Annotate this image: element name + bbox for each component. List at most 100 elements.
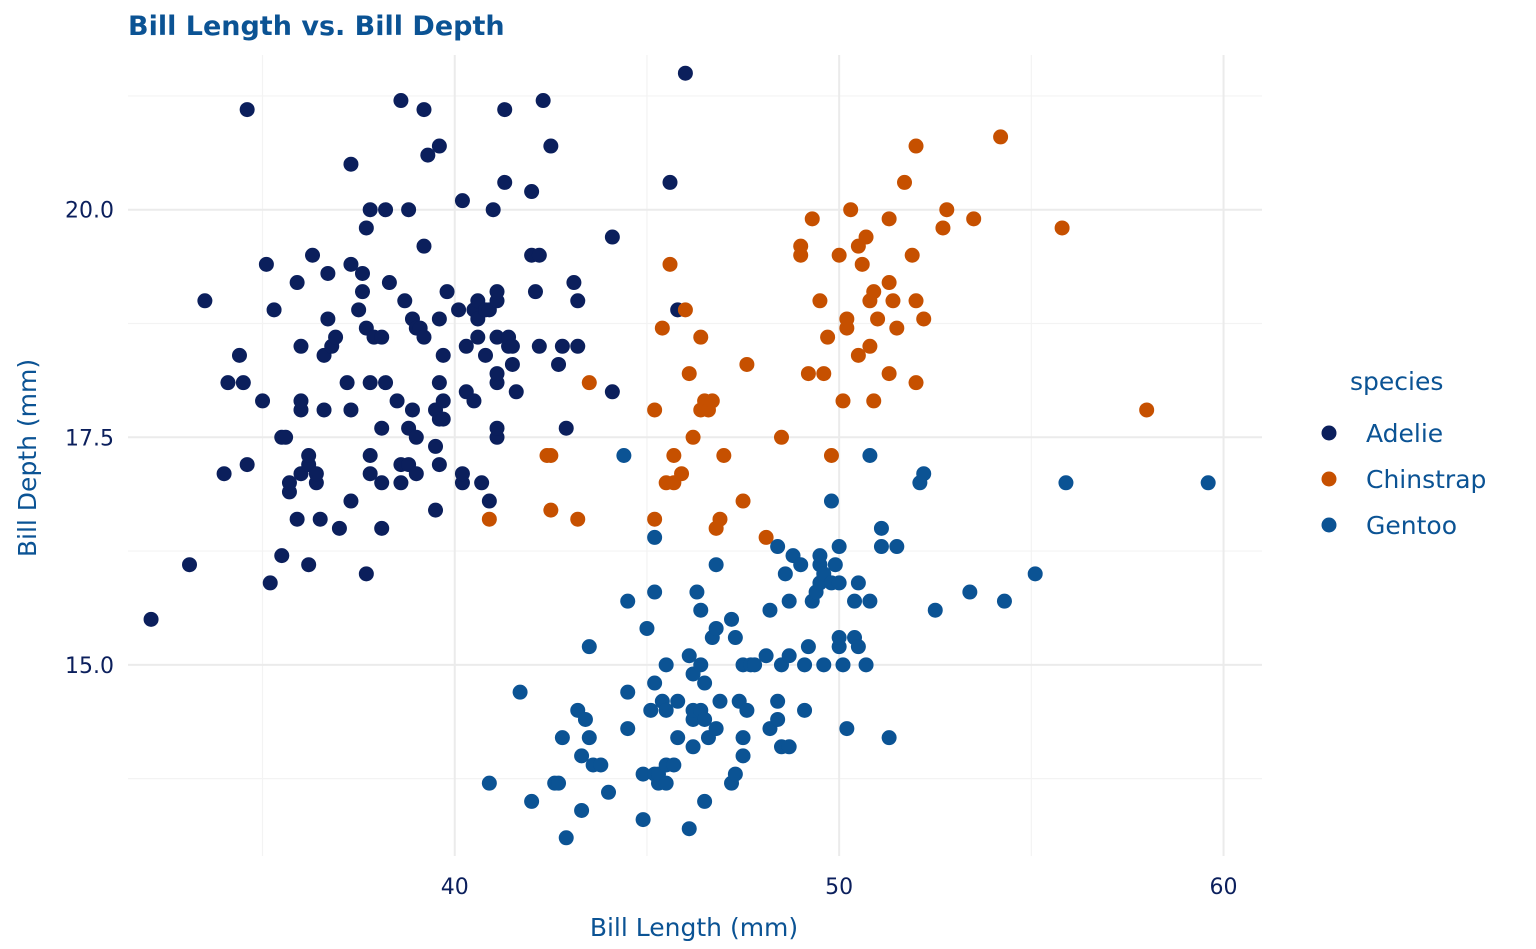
data-point-adelie xyxy=(604,384,620,400)
y-tick-label: 15.0 xyxy=(65,654,114,679)
data-point-adelie xyxy=(416,329,432,345)
legend-key-adelie xyxy=(1321,425,1337,441)
data-point-chinstrap xyxy=(716,448,732,463)
data-point-adelie xyxy=(293,393,309,409)
data-point-adelie xyxy=(312,511,328,527)
data-point-gentoo xyxy=(839,721,855,737)
data-point-gentoo xyxy=(658,775,674,791)
data-point-gentoo xyxy=(781,593,797,609)
data-point-adelie xyxy=(343,402,359,418)
data-point-adelie xyxy=(454,193,470,209)
data-point-adelie xyxy=(354,265,370,281)
data-point-adelie xyxy=(354,284,370,300)
data-point-adelie xyxy=(331,520,347,536)
data-point-gentoo xyxy=(693,602,709,618)
data-point-gentoo xyxy=(670,730,686,746)
data-point-gentoo xyxy=(524,793,540,809)
data-point-gentoo xyxy=(639,620,655,636)
data-point-chinstrap xyxy=(693,329,709,345)
legend-entries: Adelie Chinstrap Gentoo xyxy=(1321,419,1486,540)
data-point-gentoo xyxy=(847,593,863,609)
data-point-chinstrap xyxy=(820,329,836,345)
data-point-chinstrap xyxy=(685,429,701,445)
data-point-adelie xyxy=(262,575,278,591)
data-point-adelie xyxy=(374,520,390,536)
data-point-gentoo xyxy=(962,584,978,600)
data-point-gentoo xyxy=(862,593,878,609)
data-point-gentoo xyxy=(858,657,874,673)
data-point-adelie xyxy=(531,247,547,263)
data-point-chinstrap xyxy=(993,129,1009,145)
data-point-adelie xyxy=(239,457,255,473)
data-point-chinstrap xyxy=(935,220,951,236)
data-point-adelie xyxy=(416,102,432,118)
y-tick-label: 20.0 xyxy=(65,199,114,224)
data-point-adelie xyxy=(274,548,290,564)
data-point-chinstrap xyxy=(966,211,982,227)
data-point-adelie xyxy=(343,256,359,272)
data-point-adelie xyxy=(378,375,394,391)
data-point-chinstrap xyxy=(881,275,897,291)
data-point-chinstrap xyxy=(681,366,697,382)
data-point-gentoo xyxy=(835,657,851,673)
data-point-gentoo xyxy=(681,648,697,664)
legend-label-gentoo: Gentoo xyxy=(1366,511,1457,540)
data-point-gentoo xyxy=(739,702,755,718)
data-point-chinstrap xyxy=(793,238,809,254)
data-point-gentoo xyxy=(1200,475,1216,491)
data-point-gentoo xyxy=(670,693,686,709)
data-point-gentoo xyxy=(827,557,843,573)
data-point-adelie xyxy=(143,611,159,627)
data-point-adelie xyxy=(524,184,540,200)
data-point-adelie xyxy=(362,202,378,218)
data-point-chinstrap xyxy=(889,320,905,336)
data-point-adelie xyxy=(466,393,482,409)
data-point-adelie xyxy=(431,375,447,391)
data-point-gentoo xyxy=(770,711,786,727)
data-point-adelie xyxy=(362,375,378,391)
data-point-adelie xyxy=(554,338,570,354)
data-point-gentoo xyxy=(620,593,636,609)
data-point-adelie xyxy=(451,302,467,318)
data-point-gentoo xyxy=(658,702,674,718)
data-point-gentoo xyxy=(697,711,713,727)
data-point-adelie xyxy=(362,466,378,482)
data-point-adelie xyxy=(408,429,424,445)
data-point-adelie xyxy=(481,493,497,509)
data-point-gentoo xyxy=(577,711,593,727)
data-point-adelie xyxy=(320,311,336,327)
data-point-adelie xyxy=(235,375,251,391)
data-point-adelie xyxy=(293,338,309,354)
data-point-gentoo xyxy=(620,721,636,737)
data-point-gentoo xyxy=(831,575,847,591)
data-point-adelie xyxy=(677,65,693,81)
data-point-gentoo xyxy=(758,648,774,664)
data-point-adelie xyxy=(308,466,324,482)
data-point-chinstrap xyxy=(823,448,839,463)
data-point-gentoo xyxy=(693,657,709,673)
data-point-gentoo xyxy=(816,657,832,673)
data-point-adelie xyxy=(570,293,586,309)
data-point-gentoo xyxy=(881,730,897,746)
data-point-gentoo xyxy=(781,739,797,755)
data-point-adelie xyxy=(558,420,574,436)
data-point-chinstrap xyxy=(543,502,559,518)
data-point-gentoo xyxy=(850,639,866,655)
data-point-gentoo xyxy=(916,466,932,482)
data-point-chinstrap xyxy=(1054,220,1070,236)
data-point-gentoo xyxy=(831,539,847,555)
data-point-adelie xyxy=(535,93,551,109)
data-point-adelie xyxy=(497,174,513,190)
data-point-adelie xyxy=(454,466,470,482)
data-point-adelie xyxy=(489,420,505,436)
data-point-gentoo xyxy=(647,584,663,600)
data-point-adelie xyxy=(527,284,543,300)
data-point-gentoo xyxy=(616,448,632,463)
data-point-gentoo xyxy=(512,684,528,700)
data-point-adelie xyxy=(662,174,678,190)
data-point-adelie xyxy=(393,475,409,491)
data-point-adelie xyxy=(508,384,524,400)
data-point-gentoo xyxy=(724,611,740,627)
data-point-adelie xyxy=(278,429,294,445)
data-point-adelie xyxy=(358,220,374,236)
